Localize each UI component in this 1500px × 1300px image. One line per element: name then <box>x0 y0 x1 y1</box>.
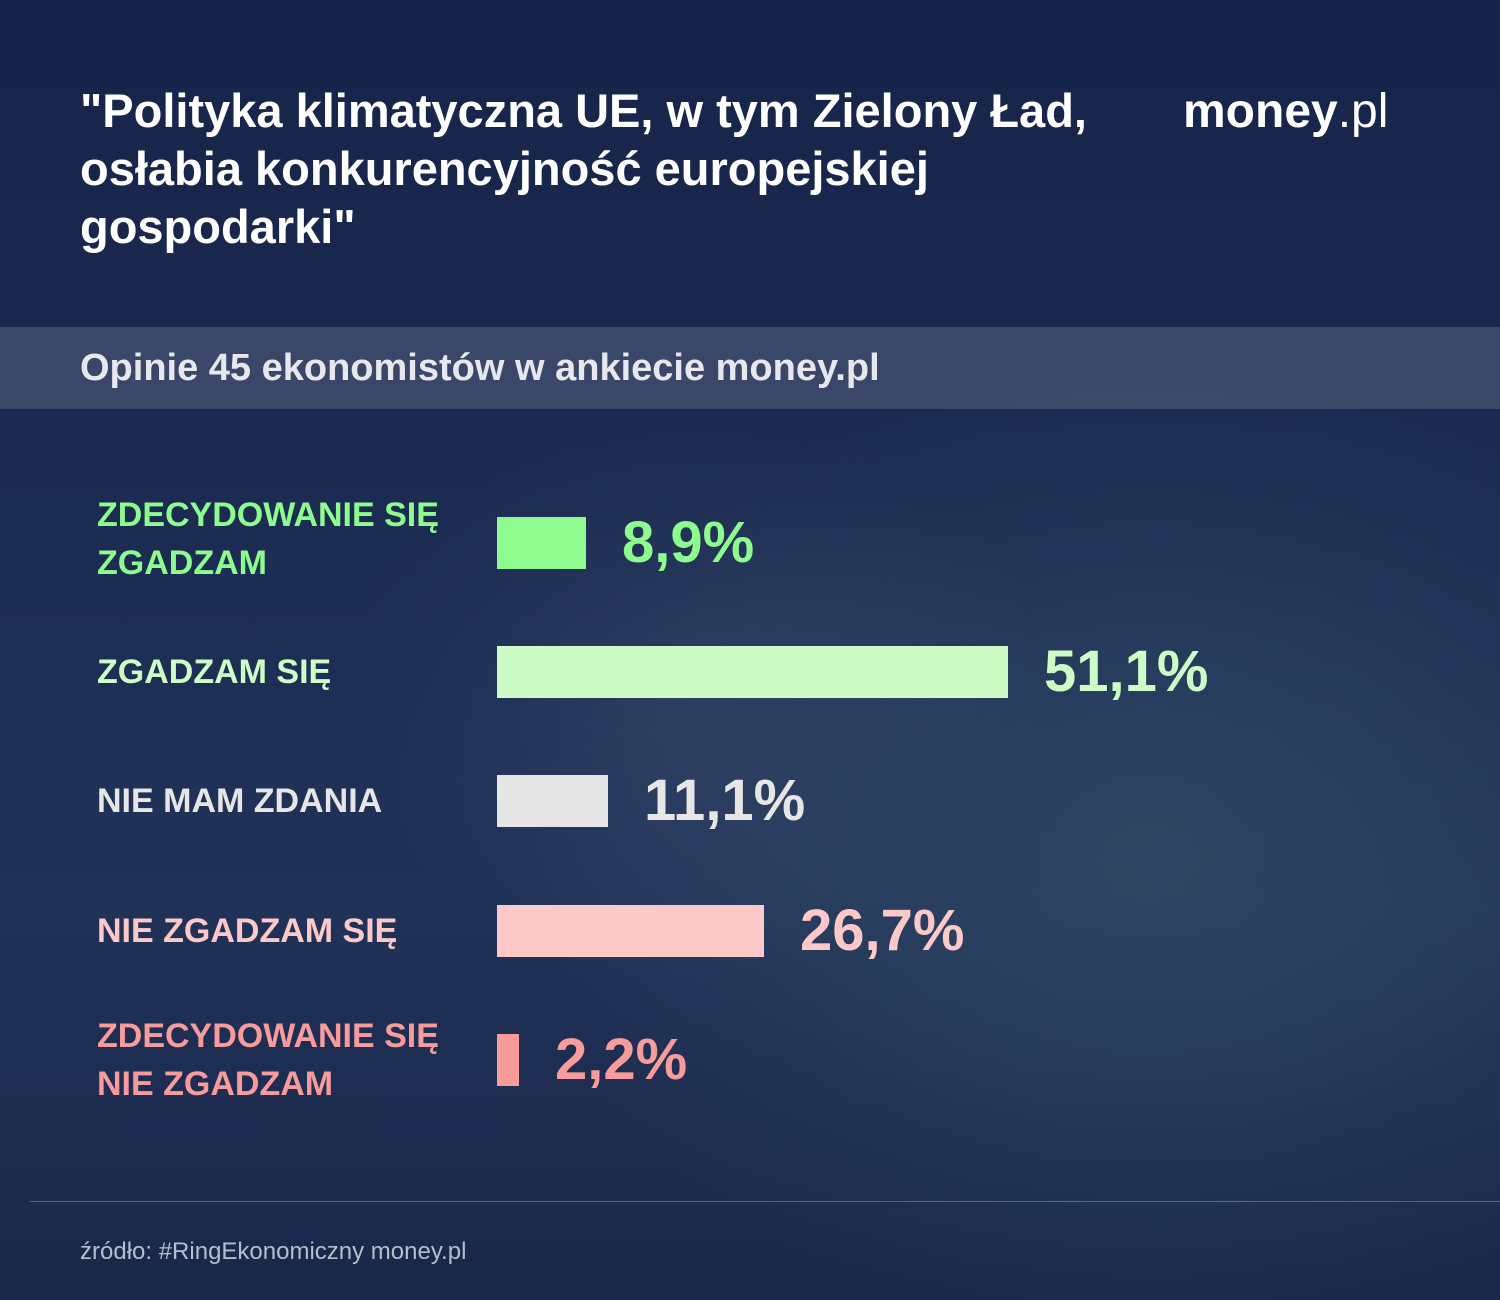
chart-title: "Polityka klimatyczna UE, w tym Zielony … <box>80 84 1087 253</box>
chart-subtitle: Opinie 45 ekonomistów w ankiecie money.p… <box>80 347 880 389</box>
bar <box>497 517 586 569</box>
money-pl-logo: money.pl <box>1183 84 1423 140</box>
category-label: ZDECYDOWANIE SIĘ ZGADZAM <box>97 496 439 582</box>
value-label: 2,2% <box>555 1027 688 1092</box>
value-label: 51,1% <box>1044 639 1209 704</box>
category-label: ZGADZAM SIĘ <box>97 653 332 691</box>
category-label: NIE ZGADZAM SIĘ <box>97 912 398 950</box>
category-label: NIE MAM ZDANIA <box>97 782 383 820</box>
subtitle-band: Opinie 45 ekonomistów w ankiecie money.p… <box>0 327 1500 409</box>
source-note: źródło: #RingEkonomiczny money.pl <box>80 1238 467 1265</box>
footer-divider <box>30 1201 1500 1202</box>
value-label: 26,7% <box>800 898 965 963</box>
logo-word: money <box>1183 85 1338 138</box>
bar <box>497 1034 519 1086</box>
bar <box>497 775 608 827</box>
bar <box>497 646 1008 698</box>
value-label: 11,1% <box>644 768 806 833</box>
value-label: 8,9% <box>622 510 755 575</box>
category-label: ZDECYDOWANIE SIĘ NIE ZGADZAM <box>97 1017 439 1103</box>
logo-tld: .pl <box>1337 85 1389 138</box>
bar <box>497 905 764 957</box>
